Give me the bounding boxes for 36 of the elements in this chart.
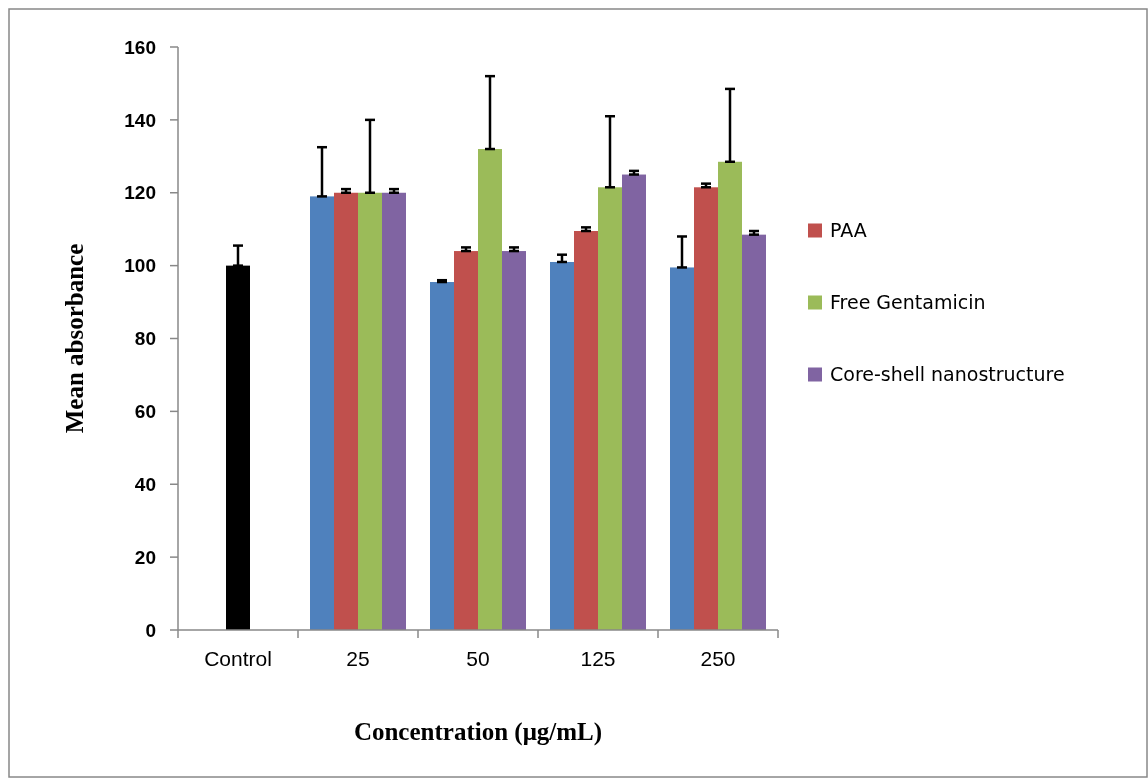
y-tick-label: 60 bbox=[134, 401, 156, 423]
bar bbox=[574, 231, 598, 630]
bar bbox=[454, 251, 478, 630]
x-tick-label: 250 bbox=[700, 647, 736, 670]
x-tick-label: 50 bbox=[466, 647, 490, 670]
y-tick-label: 20 bbox=[134, 546, 156, 568]
bar bbox=[226, 265, 250, 630]
x-tick-label: 25 bbox=[346, 647, 370, 670]
bar bbox=[502, 251, 526, 630]
bar bbox=[310, 196, 334, 630]
bar bbox=[670, 267, 694, 630]
bar bbox=[550, 261, 574, 630]
legend-label: PAA bbox=[830, 219, 867, 242]
bar bbox=[430, 282, 454, 630]
y-tick-label: 120 bbox=[124, 182, 156, 204]
x-tick-label: 125 bbox=[580, 647, 616, 670]
y-tick-label: 0 bbox=[145, 619, 156, 641]
legend-label: Free Gentamicin bbox=[830, 291, 986, 314]
y-axis-title: Mean absorbance bbox=[61, 243, 88, 434]
y-tick-label: 80 bbox=[134, 328, 156, 350]
legend-label: Core-shell nanostructure bbox=[830, 363, 1065, 386]
y-tick-label: 100 bbox=[124, 255, 156, 277]
bar bbox=[478, 149, 502, 630]
bar bbox=[694, 187, 718, 630]
y-tick-label: 40 bbox=[134, 473, 156, 495]
bar bbox=[382, 192, 406, 630]
bar bbox=[598, 187, 622, 630]
y-tick-label: 160 bbox=[124, 36, 156, 58]
y-tick-label: 140 bbox=[124, 109, 156, 131]
bar bbox=[718, 161, 742, 630]
bar bbox=[358, 192, 382, 630]
bar bbox=[622, 174, 646, 630]
bar bbox=[742, 234, 766, 630]
bar bbox=[334, 192, 358, 630]
x-tick-label: Control bbox=[204, 647, 272, 670]
x-axis-title: Concentration (μg/mL) bbox=[353, 718, 603, 746]
